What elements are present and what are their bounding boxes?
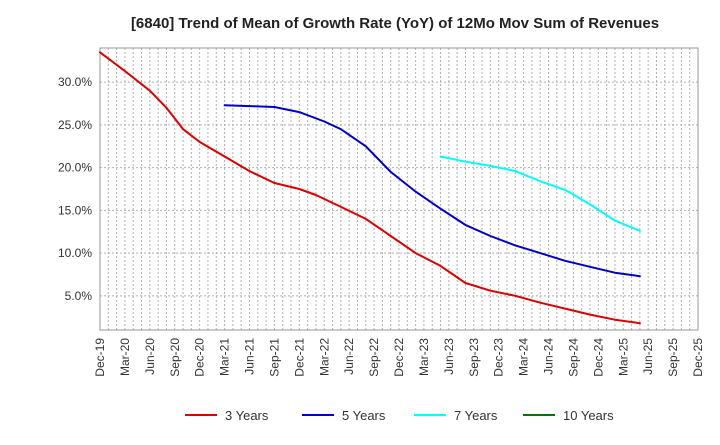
- chart-title: [6840] Trend of Mean of Growth Rate (YoY…: [131, 15, 659, 32]
- x-tick-label: Jun-25: [641, 338, 655, 375]
- x-tick-label: Jun-23: [442, 338, 456, 375]
- x-tick-label: Jun-22: [342, 338, 356, 375]
- y-tick-label: 30.0%: [58, 75, 92, 89]
- x-tick-label: Dec-21: [292, 338, 306, 377]
- x-tick-label: Mar-23: [417, 338, 431, 376]
- series-line-3-years: [99, 51, 641, 325]
- x-tick-label: Sep-20: [168, 338, 182, 377]
- x-tick-label: Sep-21: [267, 338, 281, 377]
- y-tick-label: 20.0%: [58, 161, 92, 175]
- grid: [100, 48, 698, 330]
- legend-label-3-years: 3 Years: [225, 408, 269, 423]
- y-tick-label: 25.0%: [58, 118, 92, 132]
- series-lines: [99, 51, 641, 325]
- x-tick-label: Dec-20: [193, 338, 207, 377]
- x-tick-label: Mar-25: [616, 338, 630, 376]
- y-tick-label: 5.0%: [65, 289, 93, 303]
- x-tick-label: Mar-24: [517, 338, 531, 376]
- y-tick-label: 15.0%: [58, 203, 92, 217]
- x-tick-label: Sep-23: [467, 338, 481, 377]
- plot-area-frame: [99, 47, 699, 331]
- x-tick-label: Jun-21: [243, 338, 257, 375]
- x-tick-label: Mar-20: [118, 338, 132, 376]
- x-tick-label: Mar-21: [218, 338, 232, 376]
- x-tick-label: Jun-20: [143, 338, 157, 375]
- legend: 3 Years 5 Years 7 Years 10 Years: [185, 408, 614, 423]
- x-tick-label: Dec-23: [492, 338, 506, 377]
- x-tick-label: Sep-25: [666, 338, 680, 377]
- x-tick-label: Sep-24: [566, 338, 580, 377]
- y-tick-label: 10.0%: [58, 246, 92, 260]
- x-tick-label: Dec-22: [392, 338, 406, 377]
- x-tick-label: Dec-25: [691, 338, 705, 377]
- series-line-7-years: [439, 155, 641, 232]
- x-tick-label: Mar-22: [317, 338, 331, 376]
- legend-label-10-years: 10 Years: [563, 408, 614, 423]
- x-tick-label: Sep-22: [367, 338, 381, 377]
- series-line-5-years: [223, 104, 641, 278]
- x-tick-label: Jun-24: [542, 338, 556, 375]
- x-tick-label: Dec-19: [93, 338, 107, 377]
- x-axis: Dec-19 Mar-20 Jun-20 Sep-20 Dec-20 Mar-21 Jun-…: [93, 338, 705, 377]
- legend-label-5-years: 5 Years: [342, 408, 386, 423]
- x-tick-label: Dec-24: [591, 338, 605, 377]
- y-axis: 5.0% 10.0% 15.0% 20.0% 25.0% 30.0%: [58, 75, 92, 303]
- legend-label-7-years: 7 Years: [454, 408, 498, 423]
